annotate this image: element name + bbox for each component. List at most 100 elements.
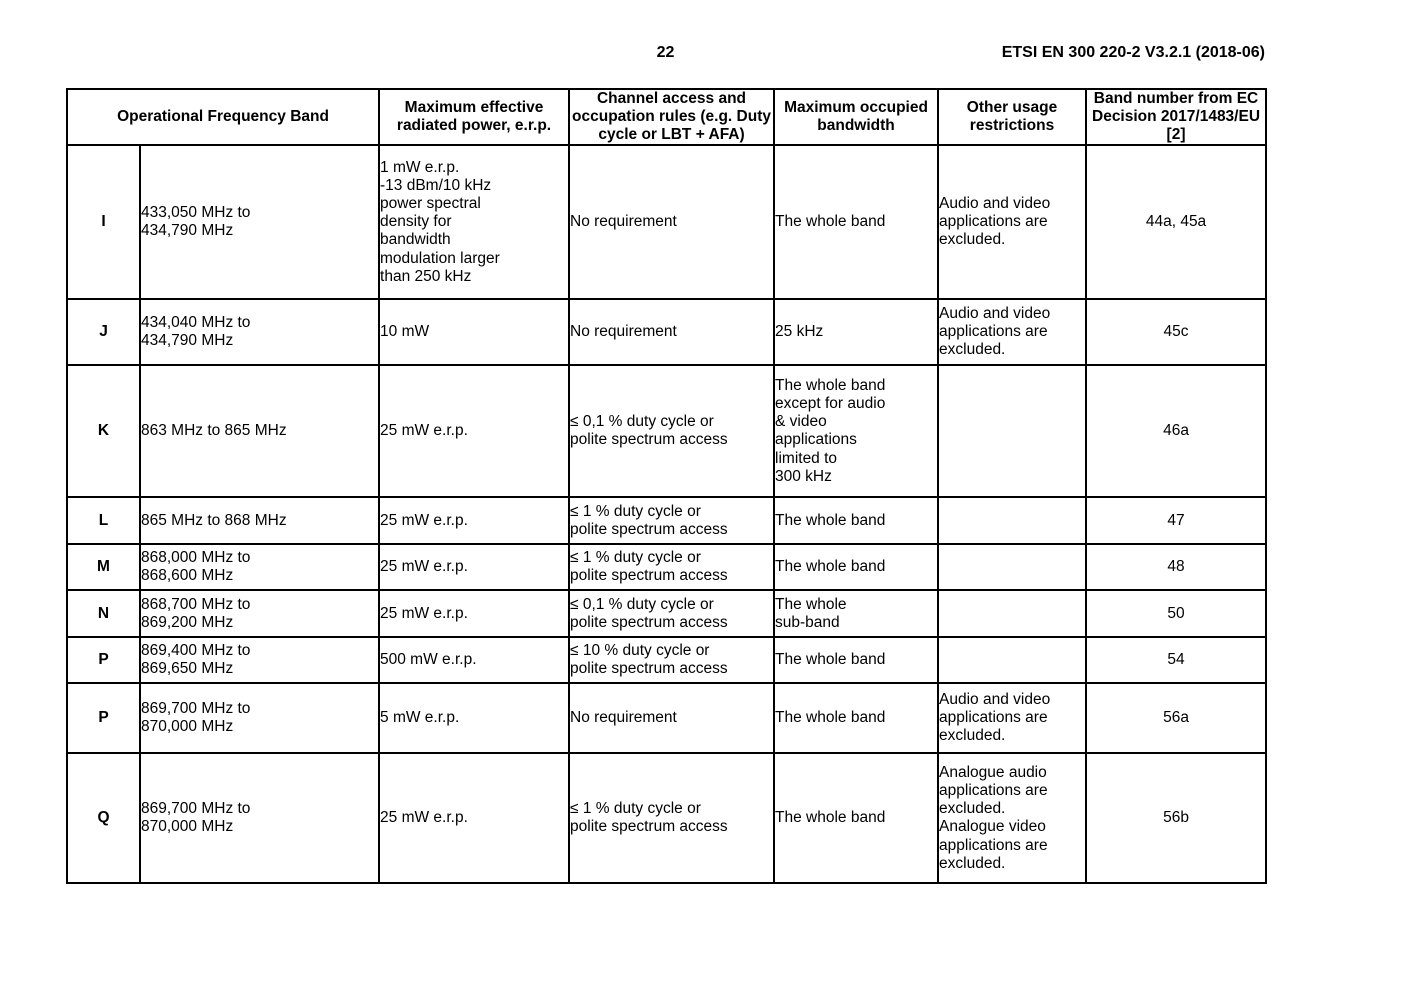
band-number-text: 46a — [1163, 422, 1189, 440]
band-letter: L — [66, 496, 141, 546]
max-erp: 25 mW e.r.p. — [378, 543, 571, 592]
frequency-range: 865 MHz to 868 MHz — [138, 496, 381, 546]
frequency-range: 433,050 MHz to 434,790 MHz — [138, 144, 381, 301]
max-erp: 25 mW e.r.p. — [378, 589, 571, 639]
max-erp: 10 mW — [378, 298, 571, 367]
frequency-range-text: 434,040 MHz to 434,790 MHz — [141, 314, 251, 350]
band-number: 45c — [1085, 298, 1268, 367]
frequency-range-text: 865 MHz to 868 MHz — [141, 511, 287, 529]
table-row: N 868,700 MHz to 869,200 MHz 25 mW e.r.p. ≤… — [66, 589, 1268, 639]
frequency-range: 868,000 MHz to 868,600 MHz — [138, 543, 381, 592]
max-erp-text: 25 mW e.r.p. — [380, 511, 468, 529]
band-letter-text: P — [98, 709, 109, 727]
max-occupied-bandwidth: The whole band — [773, 543, 940, 592]
band-letter: I — [66, 144, 141, 301]
band-letter-text: P — [98, 651, 109, 669]
max-erp-text: 25 mW e.r.p. — [380, 422, 468, 440]
band-letter-text: I — [101, 213, 106, 231]
table-row: P 869,700 MHz to 870,000 MHz 5 mW e.r.p. No… — [66, 682, 1268, 755]
band-number-text: 50 — [1167, 604, 1185, 622]
channel-access: ≤ 1 % duty cycle or polite spectrum acce… — [568, 543, 776, 592]
frequency-range-text: 433,050 MHz to 434,790 MHz — [141, 204, 251, 240]
running-header: 22 ETSI EN 300 220-2 V3.2.1 (2018-06) — [66, 41, 1265, 65]
max-occupied-bandwidth: The whole band — [773, 636, 940, 685]
table-row: J 434,040 MHz to 434,790 MHz 10 mW No requi… — [66, 298, 1268, 367]
other-usage-restrictions: Audio and video applications are exclude… — [937, 144, 1088, 301]
band-letter: P — [66, 636, 141, 685]
max-erp-text: 5 mW e.r.p. — [380, 709, 460, 727]
table-row: L 865 MHz to 868 MHz 25 mW e.r.p. ≤ 1 % dut… — [66, 496, 1268, 546]
max-occupied-bandwidth-text: The whole band — [775, 213, 886, 231]
band-number: 50 — [1085, 589, 1268, 639]
max-erp-text: 500 mW e.r.p. — [380, 651, 477, 669]
max-erp: 25 mW e.r.p. — [378, 496, 571, 546]
table-row: I 433,050 MHz to 434,790 MHz 1 mW e.r.p. -… — [66, 144, 1268, 301]
other-usage-restrictions: Audio and video applications are exclude… — [937, 298, 1088, 367]
band-letter-text: Q — [97, 809, 110, 827]
band-number: 44a, 45a — [1085, 144, 1268, 301]
frequency-range-text: 869,400 MHz to 869,650 MHz — [141, 642, 251, 678]
other-usage-restrictions: Audio and video applications are exclude… — [937, 682, 1088, 755]
channel-access: No requirement — [568, 682, 776, 755]
frequency-range: 869,700 MHz to 870,000 MHz — [138, 752, 381, 885]
max-erp: 500 mW e.r.p. — [378, 636, 571, 685]
frequency-range-text: 869,700 MHz to 870,000 MHz — [141, 800, 251, 836]
channel-access: ≤ 0,1 % duty cycle or polite spectrum ac… — [568, 364, 776, 499]
band-number: 56b — [1085, 752, 1268, 885]
band-letter: P — [66, 682, 141, 755]
table-header-row: Operational Frequency Band Maximum effect… — [65, 87, 1268, 147]
other-usage-restrictions — [937, 589, 1088, 639]
max-erp: 25 mW e.r.p. — [378, 364, 571, 499]
other-usage-restrictions — [937, 543, 1088, 592]
frequency-range: 863 MHz to 865 MHz — [138, 364, 381, 499]
max-occupied-bandwidth-text: The whole band — [775, 809, 886, 827]
table-row: M 868,000 MHz to 868,600 MHz 25 mW e.r.p. ≤… — [66, 543, 1268, 592]
frequency-range-text: 863 MHz to 865 MHz — [141, 422, 287, 440]
channel-access: ≤ 0,1 % duty cycle or polite spectrum ac… — [568, 589, 776, 639]
max-occupied-bandwidth-text: The whole band — [775, 651, 886, 669]
band-number: 46a — [1085, 364, 1268, 499]
channel-access-text: ≤ 10 % duty cycle or polite spectrum acc… — [570, 642, 728, 678]
max-occupied-bandwidth: The whole band — [773, 752, 940, 885]
band-number-text: 48 — [1167, 558, 1185, 576]
column-header-other_usage_restrictions: Other usage restrictions — [937, 87, 1088, 147]
table-row: P 869,400 MHz to 869,650 MHz 500 mW e.r.p.… — [66, 636, 1268, 685]
column-header-band_number: Band number from EC Decision 2017/1483/E… — [1085, 87, 1268, 147]
table-header: Operational Frequency Band Maximum effect… — [65, 87, 1268, 147]
frequency-range-text: 869,700 MHz to 870,000 MHz — [141, 700, 251, 736]
other-usage-restrictions — [937, 364, 1088, 499]
max-occupied-bandwidth: The whole sub-band — [773, 589, 940, 639]
channel-access: No requirement — [568, 144, 776, 301]
table-row: K 863 MHz to 865 MHz 25 mW e.r.p. ≤ 0,1 % d… — [66, 364, 1268, 499]
channel-access: ≤ 1 % duty cycle or polite spectrum acce… — [568, 752, 776, 885]
band-letter-text: N — [97, 604, 110, 622]
band-number: 47 — [1085, 496, 1268, 546]
channel-access-text: ≤ 1 % duty cycle or polite spectrum acce… — [570, 800, 728, 836]
other-usage-restrictions: Analogue audio applications are excluded… — [937, 752, 1088, 885]
max-erp-text: 1 mW e.r.p. -13 dBm/10 kHz power spectra… — [380, 158, 500, 285]
other-usage-restrictions-text: Audio and video applications are exclude… — [939, 195, 1051, 249]
max-occupied-bandwidth-text: 25 kHz — [775, 323, 824, 341]
channel-access: ≤ 1 % duty cycle or polite spectrum acce… — [568, 496, 776, 546]
band-letter-text: L — [98, 511, 109, 529]
column-header-channel_access: Channel access and occupation rules (e.g… — [568, 87, 776, 147]
frequency-range-text: 868,700 MHz to 869,200 MHz — [141, 595, 251, 631]
max-erp-text: 10 mW — [380, 323, 430, 341]
band-letter: K — [66, 364, 141, 499]
other-usage-restrictions-text: Audio and video applications are exclude… — [939, 305, 1051, 359]
band-letter: M — [66, 543, 141, 592]
band-letter-text: M — [97, 558, 110, 576]
band-number-text: 56b — [1163, 809, 1189, 827]
channel-access-text: No requirement — [570, 709, 677, 727]
channel-access-text: No requirement — [570, 323, 677, 341]
max-erp: 25 mW e.r.p. — [378, 752, 571, 885]
channel-access-text: ≤ 0,1 % duty cycle or polite spectrum ac… — [570, 595, 728, 631]
max-occupied-bandwidth: The whole band — [773, 144, 940, 301]
max-erp: 1 mW e.r.p. -13 dBm/10 kHz power spectra… — [378, 144, 571, 301]
channel-access-text: No requirement — [570, 213, 677, 231]
table-row: Q 869,700 MHz to 870,000 MHz 25 mW e.r.p. ≤… — [66, 752, 1268, 885]
max-occupied-bandwidth: The whole band except for audio & video … — [773, 364, 940, 499]
frequency-range-text: 868,000 MHz to 868,600 MHz — [141, 549, 251, 585]
max-occupied-bandwidth: The whole band — [773, 682, 940, 755]
